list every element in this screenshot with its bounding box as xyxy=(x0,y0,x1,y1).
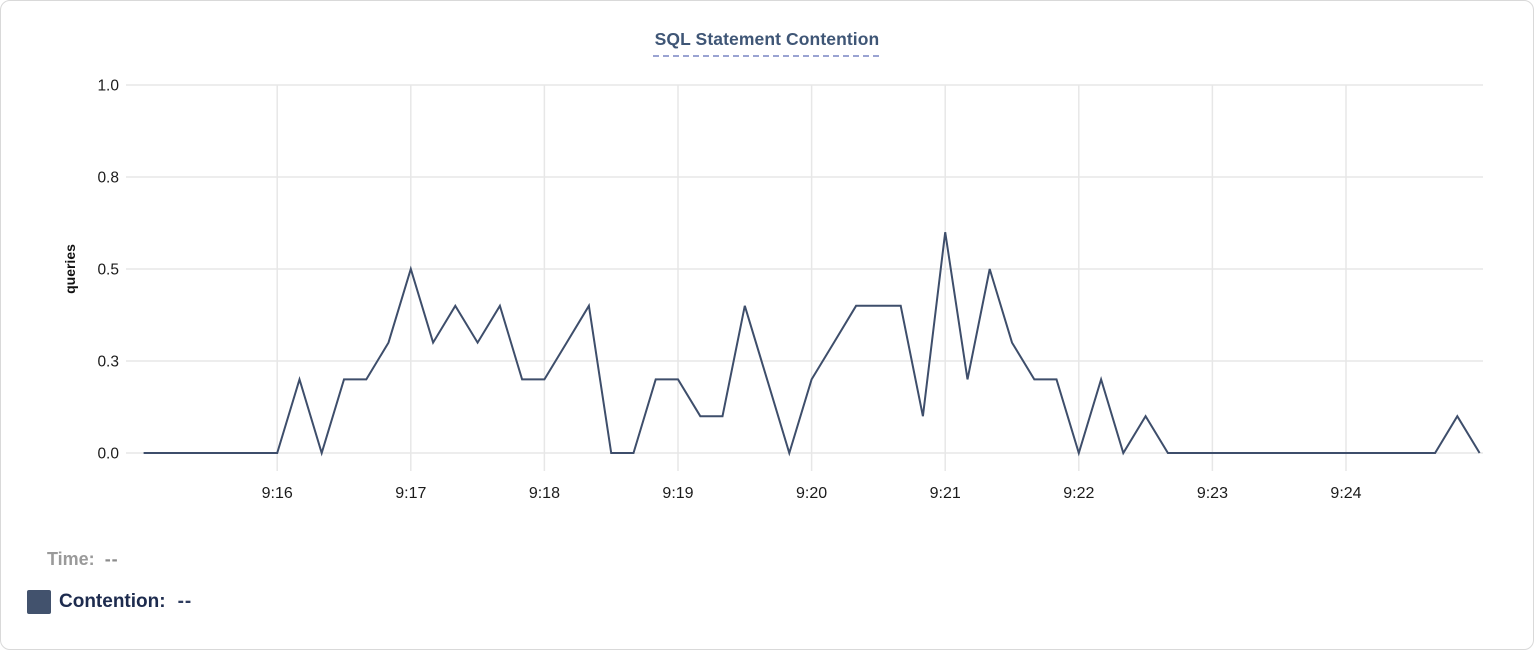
legend-time-label: Time: xyxy=(47,549,95,569)
x-axis-tick-label: 9:20 xyxy=(796,485,827,502)
x-axis-tick-label: 9:23 xyxy=(1197,485,1228,502)
y-axis-title: queries xyxy=(62,244,78,294)
y-axis-tick-label: 0.0 xyxy=(97,446,119,463)
x-axis-tick-label: 9:24 xyxy=(1330,485,1361,502)
contention-line-chart[interactable]: 0.0 0.3 0.5 0.8 1.0 9:16 9:17 9:18 9:19 9:20 9:21 9… xyxy=(1,1,1534,531)
x-axis-tick-label: 9:18 xyxy=(529,485,560,502)
y-axis-tick-label: 1.0 xyxy=(97,78,119,95)
legend-time-value: -- xyxy=(104,549,119,569)
y-axis-tick-label: 0.8 xyxy=(97,170,119,187)
chart-title[interactable]: SQL Statement Contention xyxy=(652,29,882,57)
legend-contention-label: Contention: xyxy=(59,591,166,612)
y-axis-tick-label: 0.3 xyxy=(97,354,119,371)
x-axis-tick-label: 9:16 xyxy=(262,485,293,502)
x-axis-tick-label: 9:17 xyxy=(395,485,426,502)
x-axis-tick-label: 9:19 xyxy=(662,485,693,502)
legend-time-readout: Time: -- xyxy=(47,549,119,570)
legend-contention-value: -- xyxy=(177,591,193,612)
chart-header: SQL Statement Contention xyxy=(1,29,1533,57)
x-axis-tick-label: 9:21 xyxy=(930,485,961,502)
y-axis-tick-label: 0.5 xyxy=(97,262,119,279)
legend-item-contention[interactable]: Contention: -- xyxy=(27,590,192,614)
contention-series-swatch xyxy=(27,590,51,614)
x-axis-tick-label: 9:22 xyxy=(1063,485,1094,502)
contention-series-line xyxy=(143,232,1481,457)
